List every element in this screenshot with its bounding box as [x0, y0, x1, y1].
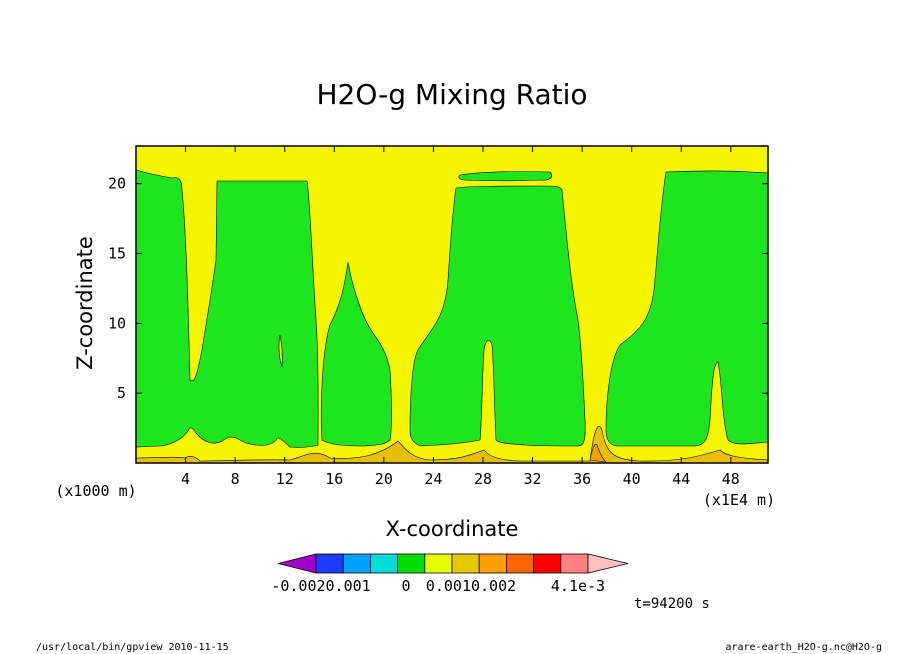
- colorbar-swatch: [424, 553, 453, 574]
- colorbar-high-arrow: [587, 553, 629, 574]
- colorbar: [277, 553, 629, 574]
- colorbar-swatch: [560, 553, 589, 574]
- x-scale-label: (x1E4 m): [703, 491, 775, 509]
- colorbar-swatch: [533, 553, 562, 574]
- surface-band: [135, 425, 769, 464]
- colorbar-swatch: [505, 553, 534, 574]
- footer-right: arare-earth_H2O-g.nc@H2O-g: [725, 642, 882, 653]
- y-tick-label: 10: [108, 314, 126, 332]
- colorbar-low-arrow: [277, 553, 317, 574]
- x-tick-label: 20: [375, 470, 393, 488]
- colorbar-label-2: 0.0010.002: [426, 577, 516, 595]
- contour-region-2: [320, 261, 392, 447]
- colorbar-swatch: [369, 553, 398, 574]
- contour-region-4: [458, 171, 552, 182]
- x-tick-label: 36: [573, 470, 591, 488]
- peak-spike: [589, 444, 607, 463]
- plot-frame: [135, 145, 769, 464]
- x-tick-label: 16: [325, 470, 343, 488]
- y-axis-title: Z-coordinate: [73, 236, 97, 370]
- colorbar-label-1: 0: [401, 577, 410, 595]
- contour-fields: [135, 169, 769, 448]
- contour-region-3: [409, 185, 586, 447]
- contour-hole-1: [278, 334, 283, 368]
- colorbar-swatch: [397, 553, 426, 574]
- x-tick-label: 12: [276, 470, 294, 488]
- y-tick-label: 20: [108, 175, 126, 193]
- y-tick-label: 15: [108, 245, 126, 263]
- x-tick-label: 4: [181, 470, 190, 488]
- colorbar-swatch: [342, 553, 371, 574]
- x-unit-label: (x1000 m): [55, 482, 136, 500]
- x-tick-label: 40: [623, 470, 641, 488]
- colorbar-label-3: 4.1e-3: [551, 577, 605, 595]
- colorbar-swatch: [315, 553, 344, 574]
- colorbar-swatch: [451, 553, 480, 574]
- x-tick-label: 48: [722, 470, 740, 488]
- footer-left: /usr/local/bin/gpview 2010-11-15: [36, 642, 229, 653]
- x-tick-label: 32: [524, 470, 542, 488]
- x-tick-label: 44: [672, 470, 690, 488]
- contour-region-5: [605, 170, 769, 447]
- time-label: t=94200 s: [634, 596, 710, 612]
- surface-layer: [135, 425, 769, 464]
- chart-title: H2O-g Mixing Ratio: [316, 78, 587, 111]
- contour-region-1: [135, 169, 319, 448]
- x-tick-label: 8: [231, 470, 240, 488]
- y-tick-label: 5: [117, 384, 126, 402]
- x-tick-label: 24: [424, 470, 442, 488]
- colorbar-label-0: -0.0020.001: [271, 577, 370, 595]
- x-tick-label: 28: [474, 470, 492, 488]
- colorbar-swatch: [478, 553, 507, 574]
- tick-marks: [136, 146, 768, 463]
- x-axis-title: X-coordinate: [386, 517, 519, 541]
